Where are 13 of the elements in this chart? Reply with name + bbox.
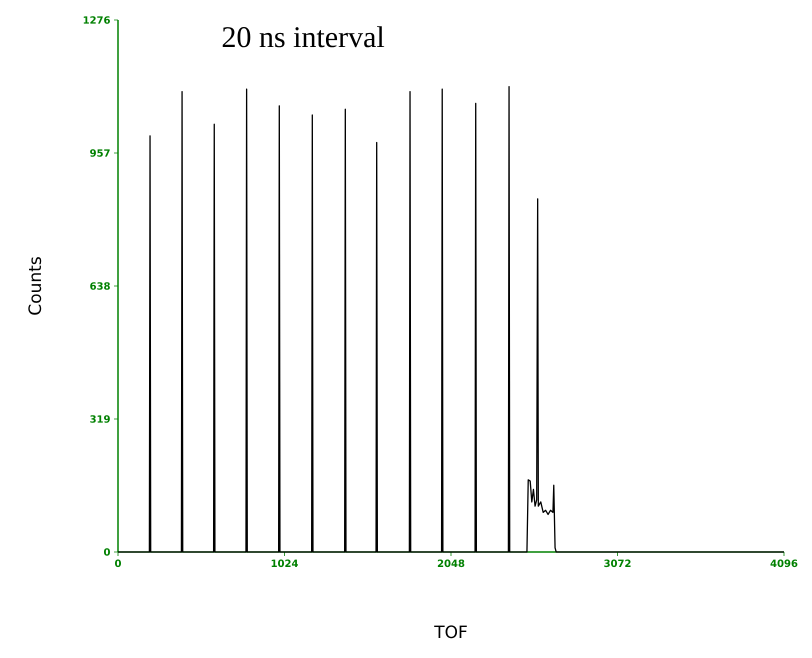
x-tick-label: 4096 <box>770 560 798 568</box>
annotation: 20 ns interval <box>222 26 384 48</box>
y-tick-label: 957 <box>90 149 110 157</box>
x-axis-title: TOF <box>434 625 467 638</box>
y-axis-title: Counts <box>28 257 42 315</box>
x-tick-label: 3072 <box>604 560 631 568</box>
x-tick-label: 0 <box>115 560 121 568</box>
y-tick-label: 1276 <box>84 16 110 24</box>
x-tick-label: 1024 <box>272 560 298 568</box>
y-tick-label: 638 <box>90 282 110 290</box>
x-tick-label: 2048 <box>438 560 464 568</box>
y-tick-label: 0 <box>104 548 110 556</box>
y-tick-label: 319 <box>90 415 110 423</box>
